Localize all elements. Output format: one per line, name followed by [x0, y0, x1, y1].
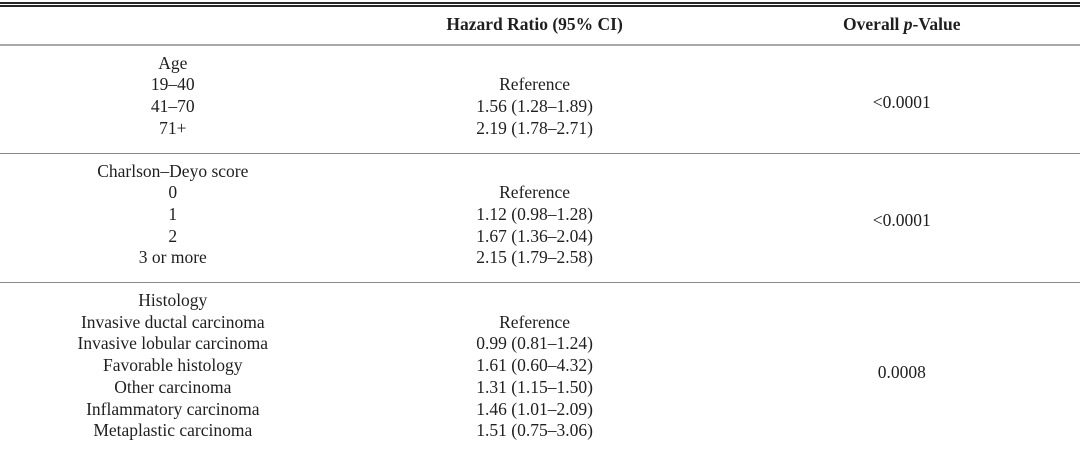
- header-row: Hazard Ratio (95% CI) Overall p-Value: [0, 4, 1080, 46]
- table-row: Metaplastic carcinoma 1.51 (0.75–3.06): [0, 420, 1080, 455]
- header-p-value-suffix: -Value: [912, 14, 961, 34]
- row-category: Inflammatory carcinoma: [86, 398, 260, 419]
- row-category: Other carcinoma: [114, 376, 232, 397]
- row-category: 0: [168, 182, 178, 203]
- p-value-cell: <0.0001: [872, 91, 931, 112]
- row-category: 19–40: [150, 74, 195, 95]
- row-category: 71+: [159, 117, 187, 138]
- section-charlson-deyo: Charlson–Deyo score <0.0001 0 Reference …: [0, 153, 1080, 283]
- hazard-ratio-cell: Reference: [499, 182, 571, 203]
- table-row: 1 1.12 (0.98–1.28): [0, 204, 1080, 226]
- table-row: Other carcinoma 1.31 (1.15–1.50): [0, 377, 1080, 399]
- hazard-ratio-cell: 2.15 (1.79–2.58): [476, 247, 593, 268]
- hazard-ratio-cell: 1.51 (0.75–3.06): [476, 420, 593, 441]
- table-row: 41–70 1.56 (1.28–1.89): [0, 96, 1080, 118]
- hazard-ratio-cell: 1.61 (0.60–4.32): [476, 355, 593, 376]
- table-row: 19–40 Reference: [0, 74, 1080, 96]
- table-row: 71+ 2.19 (1.78–2.71): [0, 118, 1080, 153]
- header-p-value: Overall p-Value: [723, 4, 1080, 46]
- hazard-ratio-cell: 1.46 (1.01–2.09): [476, 398, 593, 419]
- table-row: Invasive ductal carcinoma Reference: [0, 312, 1080, 334]
- p-value-cell: <0.0001: [872, 210, 931, 231]
- row-category: 3 or more: [138, 247, 207, 268]
- empty-cell: [346, 283, 724, 312]
- table-row: 3 or more 2.15 (1.79–2.58): [0, 247, 1080, 282]
- row-category: 41–70: [150, 96, 195, 117]
- row-category: Invasive lobular carcinoma: [77, 333, 269, 354]
- empty-cell: [346, 153, 724, 182]
- table-row: 0 Reference: [0, 182, 1080, 204]
- hazard-ratio-cell: 1.67 (1.36–2.04): [476, 225, 593, 246]
- row-category: 1: [168, 203, 178, 224]
- hazard-ratio-cell: Reference: [499, 311, 571, 332]
- p-value-cell: 0.0008: [877, 361, 926, 382]
- hazard-ratio-cell: 1.31 (1.15–1.50): [476, 376, 593, 397]
- section-label: Histology: [138, 290, 208, 311]
- hazard-ratio-cell: 1.12 (0.98–1.28): [476, 203, 593, 224]
- table-row: Favorable histology 1.61 (0.60–4.32): [0, 355, 1080, 377]
- header-p-value-prefix: Overall: [843, 14, 904, 34]
- section-label: Age: [158, 52, 188, 73]
- row-category: Favorable histology: [103, 355, 243, 376]
- hazard-ratio-cell: 1.56 (1.28–1.89): [476, 96, 593, 117]
- section-histology: Histology 0.0008 Invasive ductal carcino…: [0, 282, 1080, 455]
- section-label-row: Histology 0.0008: [0, 283, 1080, 382]
- header-empty-cell: [0, 4, 346, 46]
- section-label: Charlson–Deyo score: [97, 160, 249, 181]
- table-row: Invasive lobular carcinoma 0.99 (0.81–1.…: [0, 333, 1080, 355]
- hazard-ratio-cell: 0.99 (0.81–1.24): [476, 333, 593, 354]
- section-label-row: Age <0.0001: [0, 45, 1080, 112]
- table-header: Hazard Ratio (95% CI) Overall p-Value: [0, 4, 1080, 46]
- section-label-row: Charlson–Deyo score <0.0001: [0, 153, 1080, 231]
- row-category: Invasive ductal carcinoma: [80, 311, 265, 332]
- hazard-ratio-cell: Reference: [499, 74, 571, 95]
- row-category: Metaplastic carcinoma: [93, 420, 253, 441]
- hazard-ratio-cell: 2.19 (1.78–2.71): [476, 117, 593, 138]
- header-hazard-ratio: Hazard Ratio (95% CI): [345, 4, 724, 46]
- header-p-italic: p: [903, 14, 913, 34]
- table-row: Inflammatory carcinoma 1.46 (1.01–2.09): [0, 399, 1080, 421]
- table-row: 2 1.67 (1.36–2.04): [0, 226, 1080, 248]
- empty-cell: [346, 45, 724, 75]
- row-category: 2: [168, 225, 178, 246]
- section-age: Age <0.0001 19–40 Reference 41–70 1.56 (…: [0, 44, 1080, 153]
